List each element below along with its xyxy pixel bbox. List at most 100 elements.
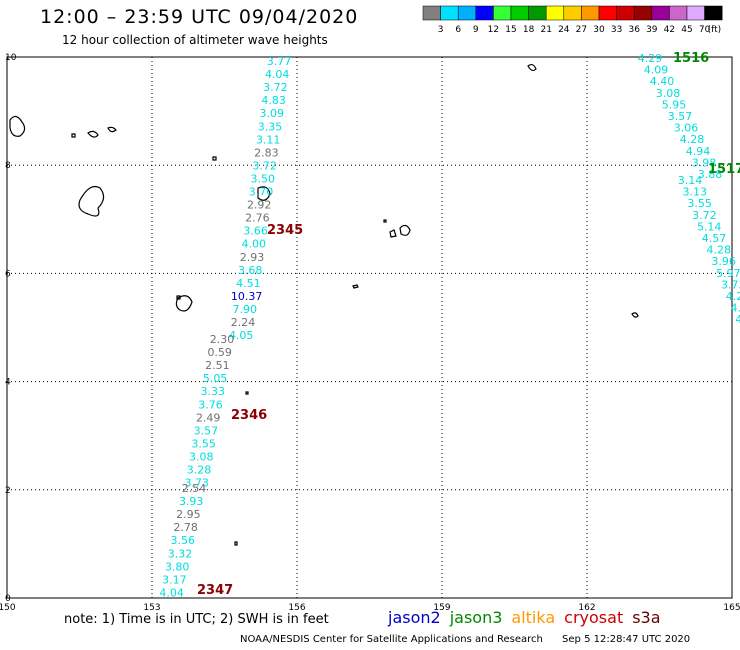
pass-label: 2347 xyxy=(197,583,233,598)
pass-label: 2346 xyxy=(231,408,267,423)
wave-height-reading: 3.13 xyxy=(683,186,708,199)
map-title: 12:00 – 23:59 UTC 09/04/2020 xyxy=(40,6,359,28)
wave-height-reading: 3.11 xyxy=(256,133,281,146)
wave-height-reading: 3.56 xyxy=(171,534,196,547)
island-outline xyxy=(352,284,359,289)
y-tick-label: 10 xyxy=(5,53,17,63)
wave-height-reading: 3.73 xyxy=(721,278,740,291)
color-swatch xyxy=(704,5,723,21)
wave-height-reading: 3.73 xyxy=(184,477,209,490)
wave-height-reading: 4.04 xyxy=(265,68,290,81)
x-tick-label: 150 xyxy=(0,603,16,613)
wave-height-reading: 3.72 xyxy=(252,159,277,172)
wave-height-reading: 3.77 xyxy=(267,55,292,68)
wave-height-reading: 3.55 xyxy=(687,197,712,210)
wave-height-reading: 4.28 xyxy=(680,133,705,146)
island-outline xyxy=(87,130,99,138)
wave-height-reading: 4.57 xyxy=(702,232,727,245)
legend-item-jason3: jason3 xyxy=(449,608,503,627)
wave-height-reading: 4.09 xyxy=(644,64,669,77)
x-tick-label: 156 xyxy=(288,603,305,613)
y-tick-label: 8 xyxy=(5,161,11,171)
island-outline xyxy=(9,115,26,137)
units-note: note: 1) Time is in UTC; 2) SWH is in fe… xyxy=(64,612,329,627)
wave-height-reading: 3.70 xyxy=(249,186,274,199)
pass-label: 1517 xyxy=(708,162,740,177)
wave-height-reading: 3.32 xyxy=(168,547,193,560)
wave-height-reading: 10.37 xyxy=(231,290,263,303)
wave-height-reading: 3.57 xyxy=(668,110,693,123)
wave-height-reading: 2.54 xyxy=(182,482,207,495)
color-scale-label: 45 xyxy=(681,25,692,35)
y-tick-label: 6 xyxy=(5,269,11,279)
wave-height-reading: 3.80 xyxy=(165,560,190,573)
island-outline xyxy=(383,219,387,223)
map-subtitle: 12 hour collection of altimeter wave hei… xyxy=(62,33,328,47)
island-outline xyxy=(399,224,411,236)
timestamp-text: Sep 5 12:28:47 UTC 2020 xyxy=(562,634,691,645)
wave-height-reading: 3.08 xyxy=(656,87,681,100)
island-outline xyxy=(527,63,537,72)
satellite-legend: jason2 jason3 altika cryosat s3a xyxy=(388,608,670,627)
wave-height-reading: 4.40 xyxy=(650,75,675,88)
island-outline xyxy=(245,391,249,395)
island-outline xyxy=(71,133,76,138)
island-outline xyxy=(107,126,117,133)
color-scale-label: 36 xyxy=(628,25,640,35)
y-tick-label: 4 xyxy=(5,378,11,388)
x-tick-label: 165 xyxy=(723,603,740,613)
wave-height-reading: 3.96 xyxy=(711,255,736,268)
pass-label: 2345 xyxy=(267,223,303,238)
color-scale-label: 12 xyxy=(488,25,499,35)
wave-height-reading: 4.05 xyxy=(229,329,254,342)
color-scale-unit: (ft) xyxy=(708,25,722,35)
wave-height-reading: 4.27 xyxy=(726,290,740,303)
wave-height-reading: 3.28 xyxy=(187,464,212,477)
island-outline xyxy=(175,295,193,312)
color-scale-label: 24 xyxy=(558,25,570,35)
legend-item-cryosat: cryosat xyxy=(564,608,624,627)
wave-height-reading: 2.30 xyxy=(210,333,235,346)
wave-height-reading: 4.52 xyxy=(735,313,740,326)
x-tick-label: 159 xyxy=(433,603,450,613)
wave-height-reading: 4.83 xyxy=(261,94,286,107)
footer: NOAA/NESDIS Center for Satellite Applica… xyxy=(240,634,690,645)
wave-height-reading: 4.28 xyxy=(707,244,732,257)
island-outline xyxy=(212,156,217,161)
wave-height-reading: 2.24 xyxy=(231,316,256,329)
color-scale-label: 33 xyxy=(611,25,622,35)
x-tick-label: 162 xyxy=(578,603,595,613)
color-scale-label: 21 xyxy=(540,25,551,35)
wave-height-reading: 4.51 xyxy=(236,277,261,290)
color-scale-label: 70 xyxy=(699,25,711,35)
wave-height-reading: 0.59 xyxy=(207,346,232,359)
wave-height-reading: 3.98 xyxy=(692,156,717,169)
map-frame xyxy=(6,56,733,599)
wave-height-reading: 2.92 xyxy=(247,199,272,212)
wave-height-reading: 4.04 xyxy=(159,586,184,599)
legend-item-s3a: s3a xyxy=(632,608,661,627)
color-scale-label: 9 xyxy=(473,25,479,35)
color-scale-label: 3 xyxy=(438,25,444,35)
island-outline xyxy=(631,312,639,318)
x-tick-label: 153 xyxy=(143,603,160,613)
credit-text: NOAA/NESDIS Center for Satellite Applica… xyxy=(240,634,543,645)
wave-height-reading: 3.72 xyxy=(692,209,717,222)
color-scale-bar: 3 6 9 12 15 18 21 24 27 30 33 36 39 42 45 70(ft) xyxy=(422,5,723,35)
wave-height-reading: 3.08 xyxy=(189,450,214,463)
legend-item-altika: altika xyxy=(511,608,556,627)
wave-height-reading: 3.93 xyxy=(179,495,204,508)
color-scale-label: 27 xyxy=(576,25,587,35)
color-scale-label: 42 xyxy=(664,25,675,35)
y-tick-label: 0 xyxy=(5,594,11,604)
wave-height-reading: 3.06 xyxy=(674,122,699,135)
wave-height-reading: 3.50 xyxy=(251,172,276,185)
wave-height-reading: 2.76 xyxy=(245,212,270,225)
wave-height-reading: 3.57 xyxy=(194,424,219,437)
island-outline xyxy=(176,295,181,300)
island-outline xyxy=(234,541,238,546)
island-outline xyxy=(257,186,271,201)
wave-height-reading: 2.83 xyxy=(254,146,279,159)
wave-height-reading: 3.55 xyxy=(191,437,216,450)
